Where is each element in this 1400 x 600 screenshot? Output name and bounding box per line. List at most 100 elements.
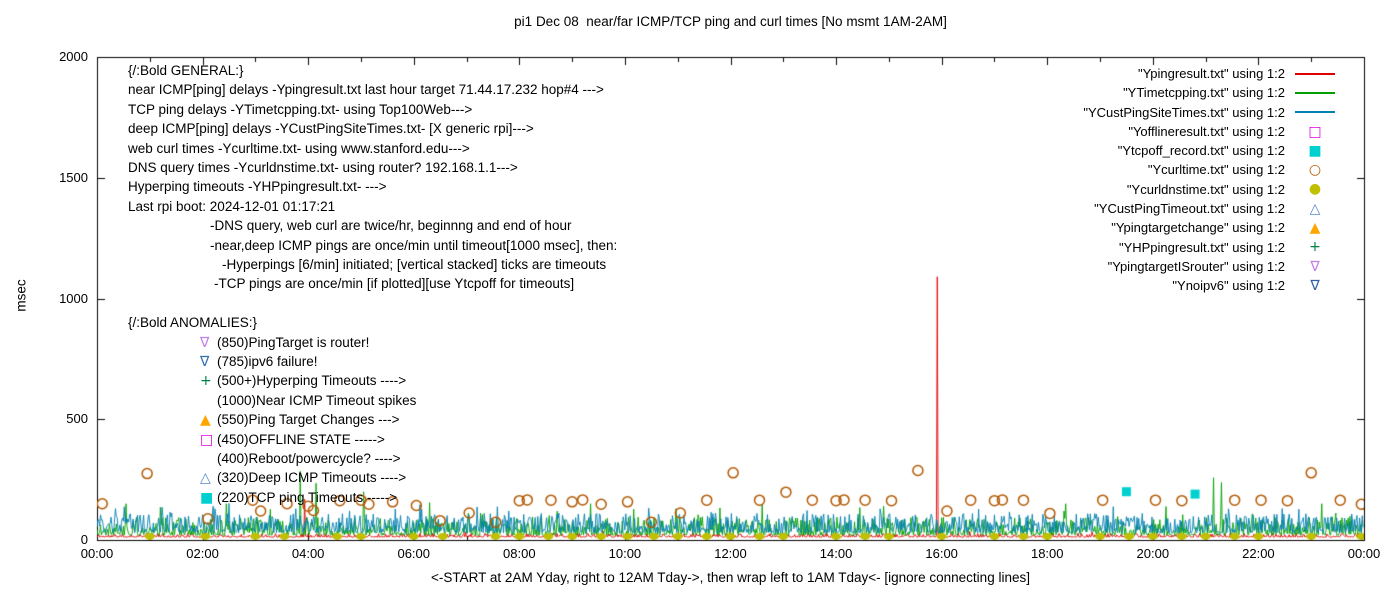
annotation-line: -Hyperpings [6/min] initiated; [vertical… [222,256,606,273]
x-tick-label: 04:00 [291,546,325,561]
x-tick-label: 00:00 [80,546,114,561]
annotation-line: □ (450)OFFLINE STATE -----> [200,431,385,449]
annotation-text: Hyperping timeouts -YHPpingresult.txt- -… [128,179,387,195]
annotation-line: (1000)Near ICMP Timeout spikes [217,392,416,409]
triangle-open-icon: △ [1309,200,1321,217]
plus-icon: + [1309,239,1321,256]
annotation-text: (550)Ping Target Changes ---> [217,412,400,428]
legend-label: "Ypingresult.txt" using 1:2 [1137,66,1285,81]
legend-item: "YpingtargetISrouter" using 1:2 ∇ [1083,257,1335,276]
annotation-line: -TCP pings are once/min [if plotted][use… [214,275,574,292]
annotation-text: (320)Deep ICMP Timeouts ----> [217,470,407,486]
annotation-text: DNS query times -Ycurldnstime.txt- using… [128,160,518,175]
legend-item: "YCustPingTimeout.txt" using 1:2 △ [1083,199,1335,218]
legend-item: "Ytcpoff_record.txt" using 1:2 ■ [1083,141,1335,160]
annotation-text: deep ICMP[ping] delays -YCustPingSiteTim… [128,121,534,137]
y-tick-label: 500 [66,411,88,427]
annotation-text: (1000)Near ICMP Timeout spikes [217,392,417,408]
triangle-open-icon: △ [200,470,211,487]
y-tick-label: 1500 [59,169,88,185]
y-tick-label: 2000 [59,49,88,64]
x-tick-label: 12:00 [714,546,747,561]
legend-label: "YTimetcpping.txt" using 1:2 [1123,85,1285,101]
square-filled-icon: ■ [200,489,214,506]
annotation-text: {/:Bold ANOMALIES:} [128,315,258,331]
x-tick-label: 16:00 [925,546,958,561]
x-tick-label: 22:00 [1242,546,1275,561]
line-sample [1295,72,1335,75]
annotation-text: (400)Reboot/powercycle? ----> [217,451,401,466]
annotation-text: -near,deep ICMP pings are once/min until… [210,237,618,253]
triangle-filled-icon: ▲ [200,412,211,429]
annotation-line: web curl times -Ycurltime.txt- using www… [128,140,470,157]
legend-line-swatch [1295,91,1335,94]
legend-item: "Yofflineresult.txt" using 1:2 □ [1083,122,1335,141]
annotation-text: -TCP pings are once/min [if plotted][use… [214,276,575,292]
x-tick-label: 20:00 [1136,546,1170,561]
legend-label: "Ynoipv6" using 1:2 [1172,278,1285,294]
nabla-icon: ∇ [200,354,210,370]
legend-label: "Ycurltime.txt" using 1:2 [1147,162,1285,178]
legend-label: "YHPpingresult.txt" using 1:2 [1118,239,1285,255]
legend-item: "Ycurldnstime.txt" using 1:2 ● [1083,180,1335,199]
legend-label: "Ytcpoff_record.txt" using 1:2 [1117,143,1285,159]
annotation-text: {/:Bold GENERAL:} [128,63,244,78]
line-sample [1295,91,1335,94]
annotation-text: (850)PingTarget is router! [217,334,370,350]
annotation-line: {/:Bold ANOMALIES:} [128,314,257,331]
annotation-line: DNS query times -Ycurldnstime.txt- using… [128,159,518,176]
x-axis-label: <-START at 2AM Yday, right to 12AM Tday-… [431,570,1030,585]
annotation-text: (785)ipv6 failure! [217,354,318,369]
annotation-text: near ICMP[ping] delays -Ypingresult.txt … [128,82,604,98]
annotation-line: near ICMP[ping] delays -Ypingresult.txt … [128,81,604,98]
annotation-line: {/:Bold GENERAL:} [128,62,244,79]
circle-filled-icon: ● [1308,181,1322,198]
legend-item: "Ypingtargetchange" using 1:2 ▲ [1083,218,1335,237]
circle-open-icon: ○ [1308,162,1322,179]
x-tick-label: 02:00 [186,546,219,561]
annotation-text: Last rpi boot: 2024-12-01 01:17:21 [128,198,336,214]
nabla-icon: ∇ [200,334,210,351]
annotation-text: (450)OFFLINE STATE -----> [217,431,385,447]
nabla-icon: ∇ [1310,277,1320,294]
annotation-text: (500+)Hyperping Timeouts ----> [217,373,407,389]
annotation-text: (220)TCP ping Timeouts -----> [217,489,398,505]
plus-icon: + [200,373,212,390]
legend-item: "YTimetcpping.txt" using 1:2 [1083,83,1335,102]
legend-item: "Ypingresult.txt" using 1:2 [1083,64,1335,83]
legend-line-swatch [1295,72,1335,75]
x-tick-label: 06:00 [397,546,431,561]
annotation-line: -near,deep ICMP pings are once/min until… [210,237,617,254]
legend: "Ypingresult.txt" using 1:2 "YTimetcpping… [1083,64,1335,296]
annotation-line: + (500+)Hyperping Timeouts ----> [200,372,406,390]
line-sample [1295,111,1335,114]
annotation-line: TCP ping delays -YTimetcpping.txt- using… [128,101,472,118]
nabla-icon: ∇ [1310,258,1320,275]
annotation-line: (400)Reboot/powercycle? ----> [217,450,400,467]
y-axis-label: msec [13,279,29,312]
annotation-line: Hyperping timeouts -YHPpingresult.txt- -… [128,178,386,195]
legend-item: "Ynoipv6" using 1:2 ∇ [1083,276,1335,295]
annotation-line: ∇ (850)PingTarget is router! [200,334,369,352]
legend-label: "YCustPingSiteTimes.txt" using 1:2 [1083,104,1285,120]
annotation-text: TCP ping delays -YTimetcpping.txt- using… [128,101,473,117]
legend-line-swatch [1295,111,1335,114]
square-filled-icon: ■ [1308,142,1322,159]
legend-label: "Yofflineresult.txt" using 1:2 [1128,123,1285,139]
annotation-line: △ (320)Deep ICMP Timeouts ----> [200,469,406,487]
square-open-icon: □ [1308,123,1322,140]
annotation-line: ■ (220)TCP ping Timeouts -----> [200,489,397,507]
annotation-line: ∇ (785)ipv6 failure! [200,353,318,371]
legend-item: "Ycurltime.txt" using 1:2 ○ [1083,160,1335,179]
x-tick-label: 08:00 [503,546,536,561]
legend-label: "YCustPingTimeout.txt" using 1:2 [1094,201,1285,217]
annotation-line: deep ICMP[ping] delays -YCustPingSiteTim… [128,120,534,137]
x-tick-label: 00:00 [1347,546,1381,561]
legend-item: "YCustPingSiteTimes.txt" using 1:2 [1083,103,1335,122]
annotation-line: ▲ (550)Ping Target Changes ---> [200,411,399,429]
annotation-text: web curl times -Ycurltime.txt- using www… [128,140,470,156]
annotation-text: -DNS query, web curl are twice/hr, begin… [210,218,572,234]
y-tick-label: 0 [80,532,88,547]
